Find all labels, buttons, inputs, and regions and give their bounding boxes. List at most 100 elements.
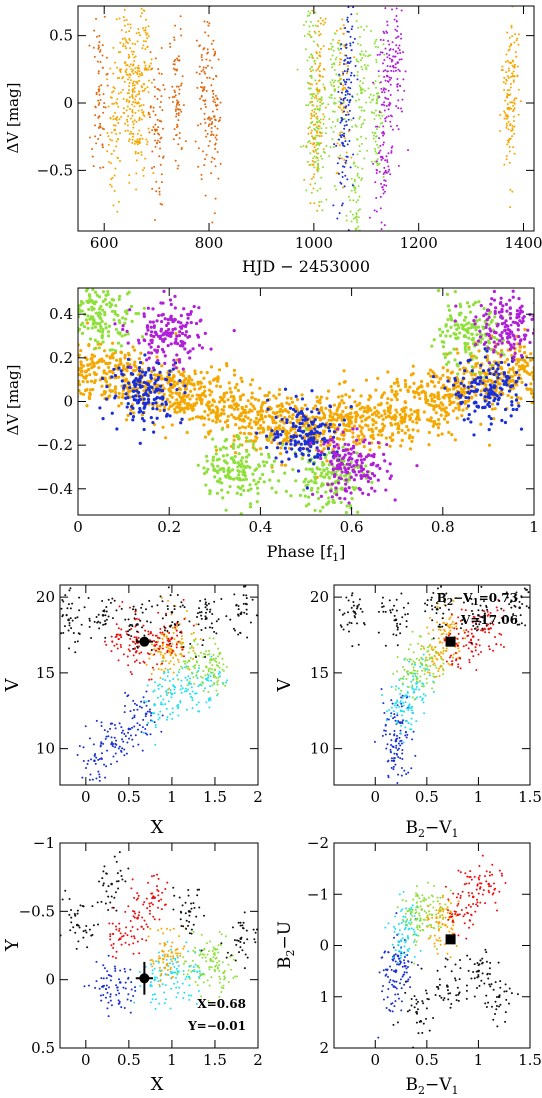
phased-cloud-point [365, 473, 369, 477]
phased-cloud-point [88, 362, 92, 366]
phased-cloud-point [354, 420, 358, 424]
phased-cloud-point [321, 411, 326, 415]
lightcurve-cloud-point [153, 95, 156, 98]
lightcurve-cloud-point [127, 115, 130, 118]
phased-cloud-point [124, 396, 128, 400]
lightcurve-cloud-point [205, 66, 208, 69]
lightcurve-cloud-point [378, 126, 381, 129]
phased-cloud-point [71, 372, 74, 375]
phased-cloud-point [200, 398, 204, 402]
lightcurve-cloud-point [314, 182, 317, 185]
lightcurve-cloud-point [346, 70, 349, 73]
phased-cloud-point [88, 373, 92, 377]
lightcurve-cloud-point [147, 127, 150, 130]
lightcurve-cloud-point [144, 68, 147, 71]
phased-cloud-point [225, 453, 229, 457]
phased-cloud-point [175, 398, 179, 402]
phased-cloud-point [244, 465, 248, 469]
phased-cloud-point [59, 372, 62, 375]
phased-cloud-point [74, 367, 77, 370]
phased-cloud-point [332, 491, 337, 495]
lightcurve-cloud-point [375, 38, 378, 41]
lightcurve-cloud-point [374, 109, 377, 112]
phased-cloud-point [236, 388, 241, 393]
phased-cloud-point [340, 398, 344, 403]
lightcurve-cloud-point [94, 135, 97, 138]
phased-cloud-point [72, 377, 75, 380]
phased-cloud-point [327, 426, 331, 430]
phased-cloud-point [149, 415, 153, 420]
phased-cloud-point [469, 326, 473, 330]
lightcurve-cloud-point [344, 93, 347, 96]
lightcurve-cloud-point [511, 72, 514, 75]
phased-cloud-point [347, 477, 352, 482]
lightcurve-cloud-point [331, 66, 334, 69]
phased-cloud-point [146, 351, 151, 355]
phased-cloud-point [377, 445, 381, 449]
lightcurve-cloud-point [207, 125, 210, 128]
phased-cloud-point [370, 480, 374, 485]
phased-cloud-point [91, 288, 95, 292]
phased-cloud-point [244, 459, 248, 464]
phased-cloud-point [222, 395, 226, 399]
lightcurve-cloud-point [352, 199, 355, 202]
lightcurve-cloud-point [93, 55, 96, 58]
phased-cloud-point [266, 407, 270, 411]
lightcurve-cloud-point [318, 74, 321, 77]
lightcurve-cloud-point [342, 87, 345, 90]
lightcurve-cloud-point [307, 87, 310, 90]
lightcurve-cloud-point [333, 102, 336, 105]
lightcurve-cloud-point [299, 145, 302, 148]
lightcurve-cloud-point [204, 99, 207, 102]
phased-cloud-point [376, 463, 380, 467]
phased-cloud-point [284, 489, 289, 493]
lightcurve-cloud-point [114, 61, 117, 64]
lightcurve-cloud-point [149, 105, 152, 108]
phased-cloud-point [178, 330, 182, 334]
lightcurve-cloud-point [359, 80, 362, 83]
lightcurve-cloud-point [359, 44, 362, 47]
lightcurve-cloud-point [349, 60, 352, 63]
lightcurve-cloud-point [383, 32, 386, 35]
phased-cloud-point [395, 377, 399, 381]
lightcurve-cloud-point [505, 53, 508, 56]
phased-cloud-point [327, 476, 332, 480]
phased-cloud-point [283, 387, 288, 391]
phased-cloud-point [75, 378, 78, 381]
phased-cloud-point [123, 356, 127, 360]
lightcurve-cloud-point [156, 98, 159, 101]
lightcurve-cloud-point [351, 184, 354, 187]
phased-cloud-point [153, 330, 157, 334]
lightcurve-cloud-point [508, 48, 511, 51]
phased-cloud-point [215, 479, 220, 483]
lightcurve-cloud-point [129, 117, 132, 120]
phased-cloud-point [300, 436, 304, 440]
phased-cloud-point [78, 309, 82, 314]
lightcurve-cloud-point [516, 37, 519, 40]
lightcurve-cloud-point [98, 93, 101, 96]
lightcurve-cloud-point [214, 74, 217, 77]
phased-cloud-point [242, 488, 246, 493]
lightcurve-cloud-point [360, 25, 363, 28]
phased-cloud-point [142, 401, 146, 405]
lightcurve-cloud-point [313, 146, 316, 149]
phased-cloud-point [311, 422, 315, 426]
lightcurve-cloud-point [352, 153, 355, 156]
phased-cloud-point [176, 402, 180, 406]
phased-cloud-point [173, 407, 177, 411]
phased-cloud-point [493, 407, 497, 411]
phased-cloud-point [192, 304, 196, 309]
phased-cloud-point [274, 396, 278, 400]
lightcurve-cloud-point [205, 89, 208, 92]
lightcurve-frame [77, 5, 535, 232]
lightcurve-cloud-point [332, 38, 335, 41]
phased-cloud-point [463, 334, 467, 338]
phased-cloud-point [442, 417, 447, 421]
lightcurve-cloud-point [499, 129, 502, 132]
phased-cloud-point [427, 443, 431, 447]
lightcurve-cloud-point [156, 88, 159, 91]
lightcurve-cloud-point [510, 101, 513, 104]
phased-cloud-point [490, 392, 495, 396]
phased-cloud-point [127, 353, 131, 357]
phased-cloud-point [117, 375, 121, 379]
